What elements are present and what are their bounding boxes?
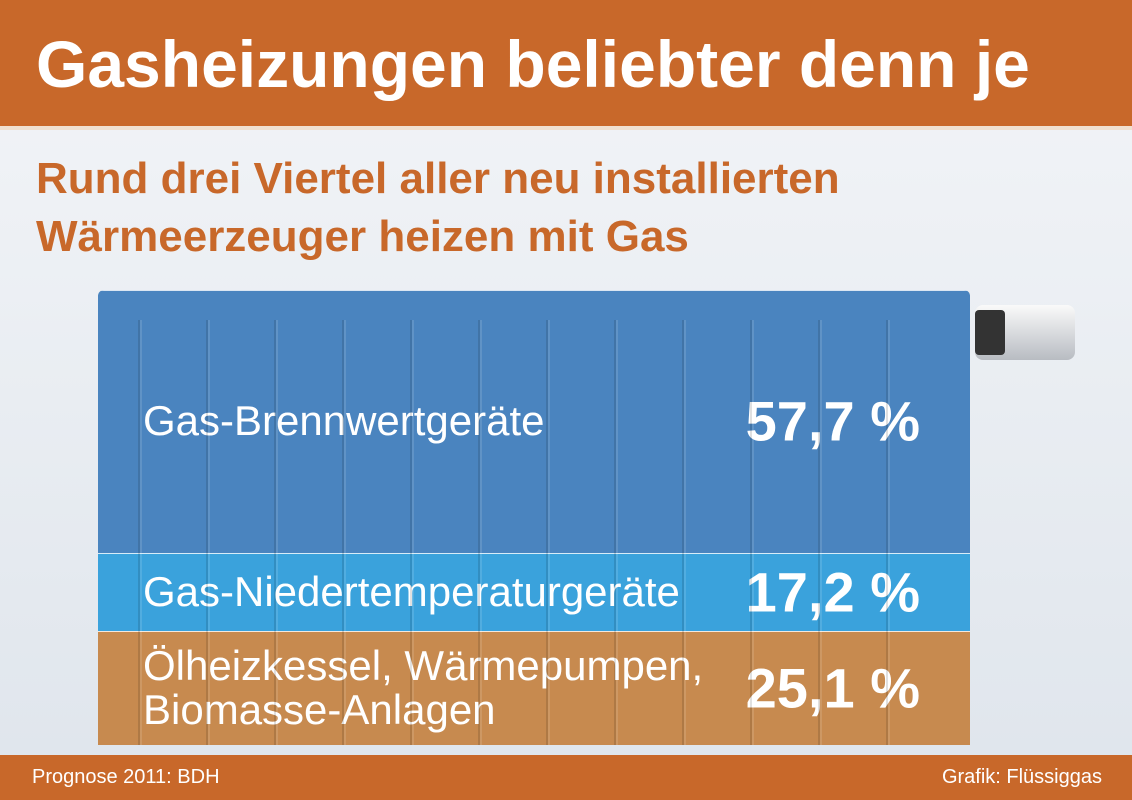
- radiator-fin: [546, 320, 548, 745]
- value-label: 17,2 %: [745, 560, 920, 624]
- category-label: Gas-Brennwertgeräte: [143, 397, 545, 445]
- chart-subtitle: Rund drei Viertel aller neu installierte…: [36, 154, 840, 261]
- value-label: 57,7 %: [745, 389, 920, 453]
- bar-segment: Gas-Niedertemperaturgeräte 17,2 %: [98, 552, 970, 631]
- radiator-fin: [478, 320, 480, 745]
- value-label: 25,1 %: [745, 656, 920, 720]
- radiator-fin: [138, 320, 140, 745]
- radiator-fin: [206, 320, 208, 745]
- bar-segment: Ölheizkessel, Wärmepumpen, Biomasse-Anla…: [98, 630, 970, 745]
- radiator-bar: Gas-Brennwertgeräte 57,7 % Gas-Niedertempe…: [98, 290, 970, 745]
- radiator-fin: [274, 320, 276, 745]
- bar-segment: Gas-Brennwertgeräte 57,7 %: [98, 290, 970, 553]
- radiator-fin: [614, 320, 616, 745]
- radiator-fin: [682, 320, 684, 745]
- chart-title: Gasheizungen beliebter denn je: [36, 27, 1030, 101]
- radiator-fin: [750, 320, 752, 745]
- thermostat-base: [975, 310, 1005, 355]
- category-label: Gas-Niedertemperaturgeräte: [143, 567, 680, 615]
- credit: Grafik: Flüssiggas: [941, 766, 1102, 788]
- footer: Prognose 2011: BDH Grafik: Flüssiggas: [0, 755, 1132, 800]
- radiator-fin: [886, 320, 888, 745]
- radiator-fin: [410, 320, 412, 745]
- radiator-fin: [342, 320, 344, 745]
- header: Gasheizungen beliebter denn je: [0, 0, 1132, 130]
- radiator-fin: [818, 320, 820, 745]
- category-label: Ölheizkessel, Wärmepumpen, Biomasse-Anla…: [143, 641, 704, 733]
- source: Prognose 2011: BDH: [32, 766, 220, 788]
